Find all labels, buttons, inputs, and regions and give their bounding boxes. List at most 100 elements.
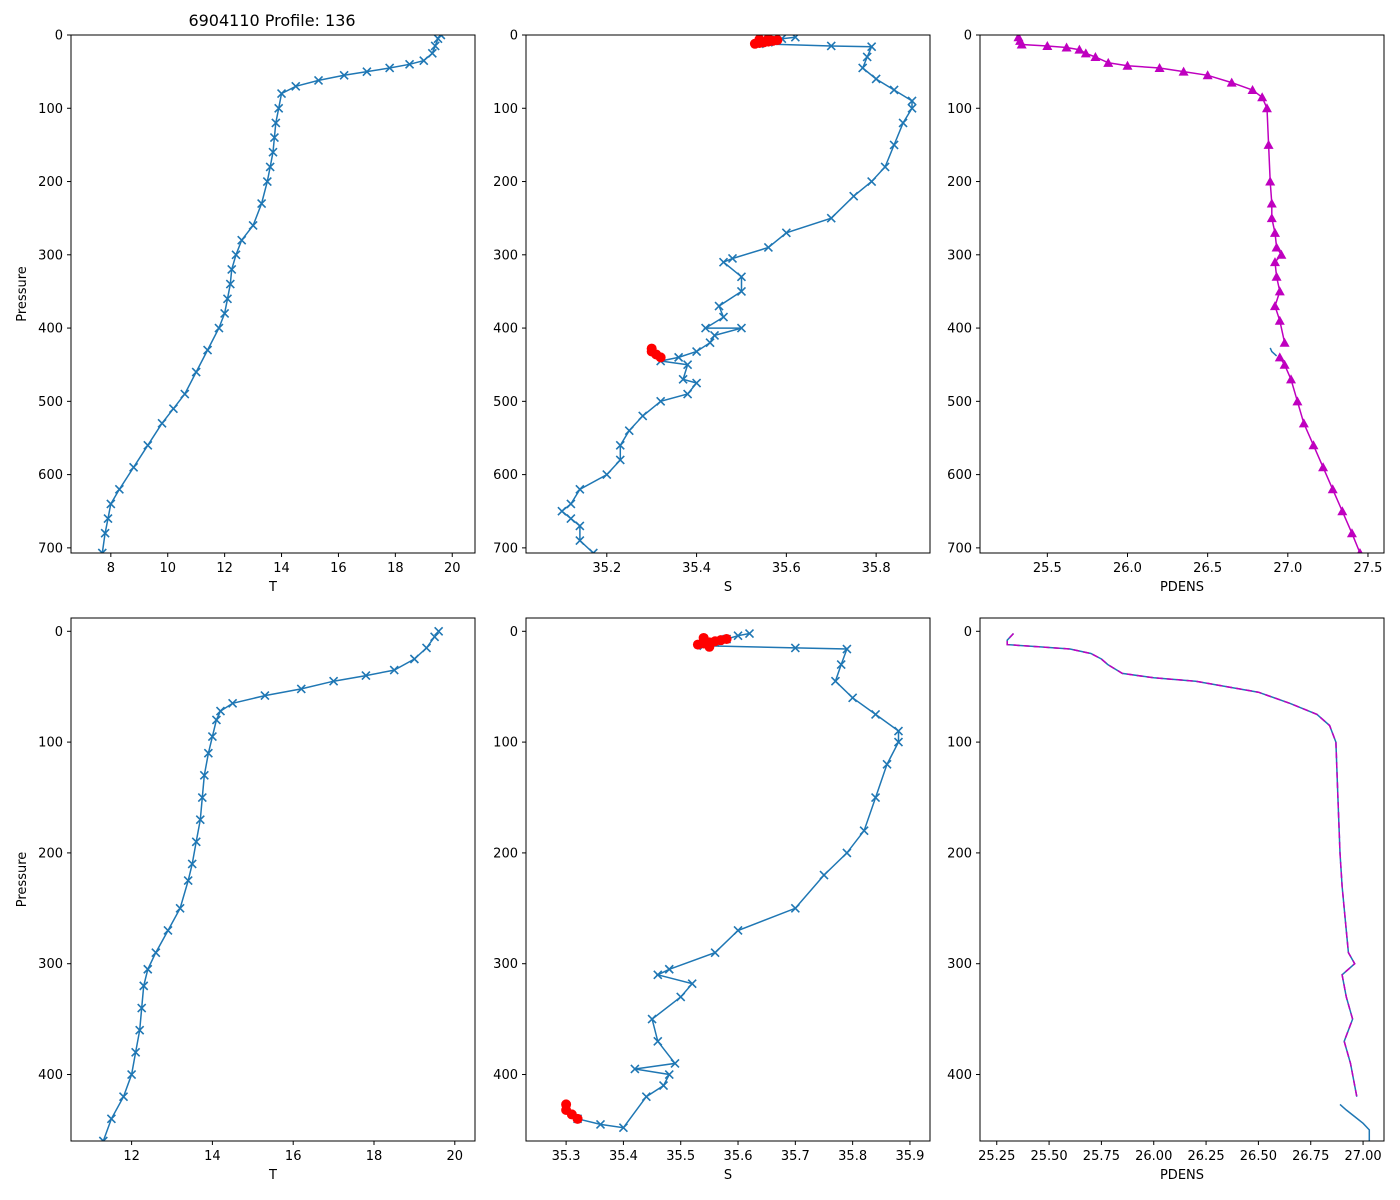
bottom-pdens-series-line bbox=[1339, 1103, 1371, 1141]
top-salt-point bbox=[692, 346, 702, 357]
bottom-temp-xtick-label: 12 bbox=[123, 1149, 140, 1164]
bottom-temp-point bbox=[197, 792, 207, 803]
bottom-salt-point bbox=[870, 792, 881, 803]
top-salt-point bbox=[826, 213, 836, 223]
top-salt-point bbox=[867, 42, 877, 52]
top-salt-point bbox=[871, 74, 881, 84]
bottom-temp-axes-frame bbox=[70, 617, 476, 1142]
bottom-temp-point bbox=[118, 1092, 129, 1102]
top-salt-point bbox=[678, 374, 688, 384]
top-temp-point bbox=[191, 367, 201, 377]
top-salt-point bbox=[714, 301, 724, 311]
bottom-pdens-series-line bbox=[1006, 632, 1358, 1097]
top-pdens-xtick-label: 26.5 bbox=[1193, 561, 1222, 576]
top-temp-point bbox=[237, 235, 247, 245]
top-temp-point bbox=[404, 59, 415, 69]
bottom-salt-point bbox=[664, 1069, 674, 1080]
top-salt-point bbox=[898, 118, 908, 128]
top-salt-point bbox=[624, 426, 634, 436]
top-salt-axes-frame bbox=[525, 34, 931, 554]
bottom-salt-xtick-label: 35.3 bbox=[552, 1149, 581, 1164]
bottom-temp-point bbox=[430, 632, 440, 642]
top-temp-point bbox=[103, 513, 113, 524]
bottom-salt-point bbox=[658, 1081, 669, 1091]
bottom-pdens-xtick-label: 26.00 bbox=[1135, 1149, 1172, 1164]
top-pdens-point bbox=[1274, 352, 1285, 362]
bottom-temp-point bbox=[191, 837, 201, 847]
top-pdens-point bbox=[1318, 462, 1329, 472]
bottom-salt-point bbox=[676, 992, 686, 1002]
top-salt-point bbox=[683, 360, 693, 370]
bottom-pdens-ytick-label: 300 bbox=[947, 957, 972, 972]
top-pdens-point bbox=[1090, 51, 1101, 61]
bottom-pdens-overlay-line bbox=[1006, 632, 1358, 1097]
bottom-salt-point bbox=[687, 979, 697, 989]
bottom-pdens-xlabel: PDENS bbox=[1160, 1168, 1204, 1183]
bottom-pdens-ytick-label: 200 bbox=[947, 846, 972, 861]
top-temp-ytick-label: 700 bbox=[38, 541, 63, 556]
top-salt-series-line bbox=[560, 36, 913, 553]
top-salt-flag-point bbox=[655, 352, 666, 363]
top-temp-point bbox=[97, 548, 107, 553]
top-temp-point bbox=[385, 63, 395, 73]
top-pdens-point bbox=[1346, 528, 1357, 538]
top-salt-point bbox=[683, 389, 693, 399]
top-pdens-point bbox=[1074, 44, 1085, 54]
top-temp-xtick-label: 8 bbox=[107, 561, 115, 576]
panel-bottom-salt: 35.3 35.4 35.5 35.6 35.7 35.8 35.9 0 100 200 300 40… bbox=[493, 617, 931, 1183]
top-salt-point bbox=[615, 455, 625, 465]
top-pdens-ytick-label: 400 bbox=[947, 322, 972, 337]
top-temp-point bbox=[276, 89, 287, 99]
top-pdens-point bbox=[1274, 315, 1285, 325]
bottom-temp-point bbox=[203, 748, 213, 758]
bottom-salt-flag-point bbox=[721, 634, 732, 645]
top-temp-xtick-label: 14 bbox=[273, 561, 290, 576]
top-temp-point bbox=[274, 103, 284, 113]
top-temp-point bbox=[419, 56, 429, 66]
top-pdens-ytick-label: 200 bbox=[947, 175, 972, 190]
top-temp-point bbox=[262, 176, 272, 187]
bottom-salt-point bbox=[842, 644, 852, 654]
top-salt-ytick-label: 100 bbox=[493, 102, 518, 117]
top-pdens-point bbox=[1263, 139, 1274, 149]
bottom-temp-point bbox=[421, 643, 432, 653]
bottom-pdens-ytick-label: 0 bbox=[964, 625, 972, 640]
bottom-salt-point bbox=[710, 948, 720, 958]
top-temp-plot-area bbox=[97, 35, 446, 553]
bottom-salt-ytick-label: 0 bbox=[510, 625, 518, 640]
top-salt-point bbox=[736, 272, 747, 282]
top-salt-point bbox=[557, 506, 567, 516]
top-temp-point bbox=[248, 220, 258, 231]
top-salt-point bbox=[700, 323, 711, 333]
top-temp-point bbox=[362, 67, 372, 77]
top-pdens-point bbox=[1154, 62, 1165, 72]
bottom-salt-point bbox=[848, 693, 858, 703]
top-salt-ytick-label: 700 bbox=[493, 541, 518, 556]
bottom-temp-point bbox=[361, 671, 371, 681]
top-pdens-point bbox=[1226, 77, 1237, 87]
bottom-pdens-ytick-label: 400 bbox=[947, 1068, 972, 1083]
top-pdens-point bbox=[1178, 66, 1189, 76]
top-pdens-xtick-label: 27.0 bbox=[1273, 561, 1302, 576]
bottom-temp-ytick-label: 300 bbox=[38, 957, 63, 972]
bottom-salt-point bbox=[670, 1058, 680, 1069]
top-temp-point bbox=[430, 41, 440, 51]
bottom-temp-ytick-label: 100 bbox=[38, 736, 63, 751]
bottom-salt-xlabel: S bbox=[724, 1168, 732, 1183]
top-salt-point bbox=[781, 228, 791, 238]
bottom-temp-xlabel: T bbox=[268, 1168, 277, 1183]
top-temp-point bbox=[257, 198, 267, 209]
bottom-temp-point bbox=[163, 925, 173, 936]
top-salt-flag-point bbox=[772, 35, 783, 46]
bottom-temp-xtick-label: 18 bbox=[366, 1149, 383, 1164]
bottom-salt-point bbox=[882, 759, 892, 769]
top-temp-point bbox=[106, 499, 116, 509]
bottom-temp-point bbox=[143, 964, 153, 974]
bottom-pdens-xtick-label: 27.00 bbox=[1344, 1149, 1381, 1164]
top-pdens-point bbox=[1122, 60, 1133, 70]
top-salt-flag-point bbox=[763, 35, 774, 44]
bottom-pdens-xtick-label: 25.75 bbox=[1083, 1149, 1120, 1164]
bottom-temp-point bbox=[409, 654, 419, 664]
bottom-salt-point bbox=[744, 628, 755, 639]
